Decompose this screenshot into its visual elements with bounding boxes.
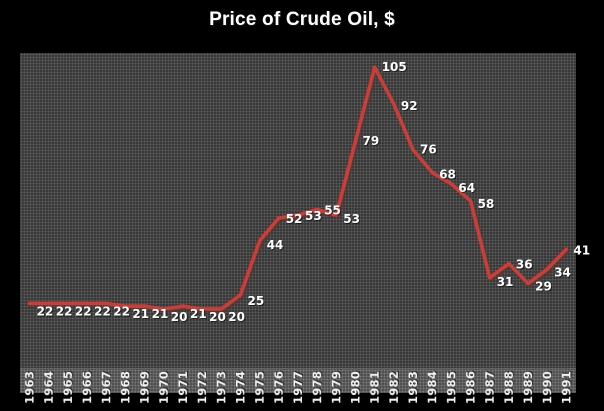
x-axis-label: 1963 — [23, 371, 37, 404]
data-label: 20 — [228, 310, 245, 324]
data-label: 21 — [190, 307, 207, 321]
data-label: 52 — [286, 212, 303, 226]
plot-area — [20, 53, 576, 368]
x-axis-label: 1982 — [387, 371, 401, 404]
x-axis-label: 1970 — [157, 371, 171, 404]
x-axis-label: 1986 — [464, 371, 478, 404]
x-axis-label: 1974 — [233, 371, 247, 404]
data-label: 41 — [573, 243, 590, 257]
x-axis-label: 1977 — [291, 371, 305, 404]
x-axis-label: 1971 — [176, 371, 190, 404]
data-label: 68 — [439, 168, 456, 182]
x-axis-label: 1979 — [329, 371, 343, 404]
x-axis-label: 1968 — [118, 371, 132, 404]
x-axis-label: 1965 — [61, 371, 75, 404]
data-label: 53 — [305, 209, 322, 223]
x-axis-strip — [20, 368, 576, 393]
x-axis-label: 1981 — [368, 371, 382, 404]
x-axis-label: 1964 — [42, 371, 56, 404]
x-axis-label: 1987 — [483, 371, 497, 404]
data-label: 92 — [401, 99, 418, 113]
x-axis-label: 1990 — [540, 371, 554, 404]
data-label: 58 — [478, 197, 495, 211]
x-axis-label: 1991 — [559, 371, 573, 404]
chart-title: Price of Crude Oil, $ — [209, 9, 395, 30]
data-label: 105 — [382, 60, 407, 74]
series-line — [27, 65, 569, 311]
data-label: 31 — [497, 275, 514, 289]
data-label: 22 — [75, 304, 92, 318]
data-label: 76 — [420, 143, 437, 157]
data-label: 64 — [458, 181, 475, 195]
x-axis-label: 1989 — [521, 371, 535, 404]
data-label: 53 — [343, 212, 360, 226]
x-axis-label: 1975 — [253, 371, 267, 404]
data-label: 22 — [113, 304, 130, 318]
x-axis-label: 1988 — [502, 371, 516, 404]
data-label: 44 — [267, 238, 284, 252]
data-label: 22 — [94, 304, 111, 318]
data-label: 20 — [171, 310, 188, 324]
x-axis-label: 1972 — [195, 371, 209, 404]
x-axis-label: 1976 — [272, 371, 286, 404]
x-axis-label: 1984 — [425, 371, 439, 404]
x-axis-label: 1966 — [80, 371, 94, 404]
data-label: 21 — [132, 307, 149, 321]
x-axis-label: 1973 — [214, 371, 228, 404]
x-axis-label: 1978 — [310, 371, 324, 404]
x-axis-label: 1983 — [406, 371, 420, 404]
data-label: 25 — [248, 294, 265, 308]
data-label: 79 — [363, 134, 380, 148]
data-label: 20 — [209, 310, 226, 324]
data-label: 29 — [535, 280, 552, 294]
x-axis-label: 1967 — [99, 371, 113, 404]
x-axis-label: 1980 — [349, 371, 363, 404]
x-axis-label: 1969 — [138, 371, 152, 404]
x-axis-label: 1985 — [444, 371, 458, 404]
data-label: 22 — [37, 304, 54, 318]
data-label: 21 — [152, 307, 169, 321]
data-label: 36 — [516, 258, 533, 272]
data-label: 22 — [56, 304, 73, 318]
data-label: 34 — [554, 265, 571, 279]
data-label: 55 — [324, 204, 341, 218]
